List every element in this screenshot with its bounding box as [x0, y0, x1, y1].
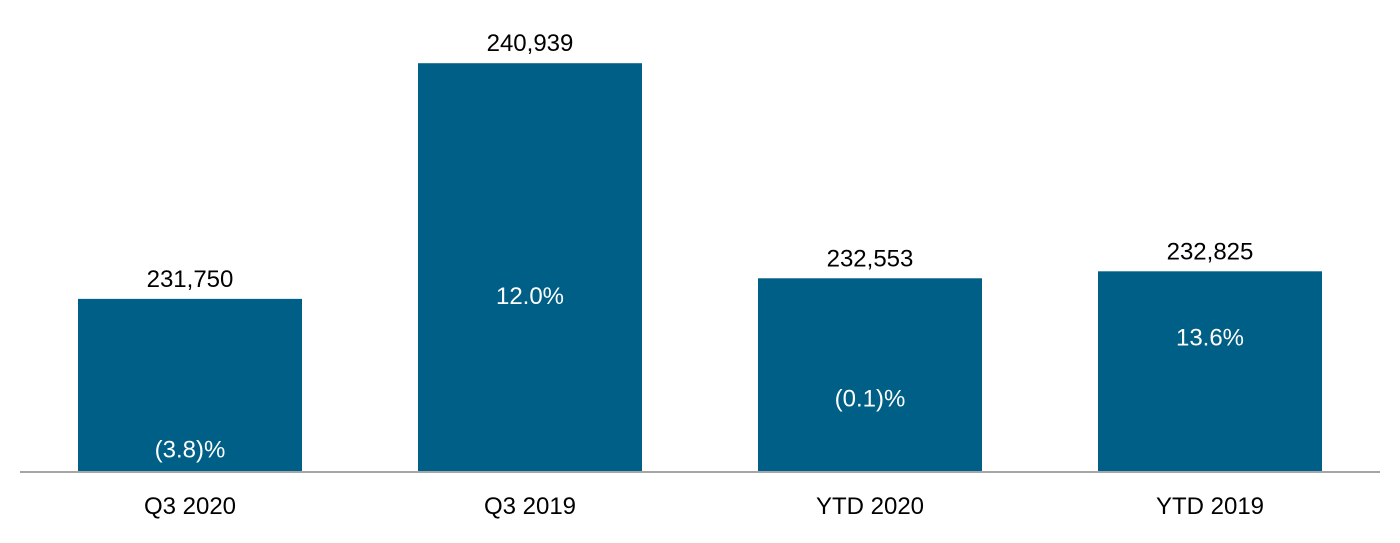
category-label-3: YTD 2019 — [1156, 493, 1264, 520]
bar-3 — [1098, 271, 1322, 472]
bar-0 — [78, 298, 302, 472]
category-label-1: Q3 2019 — [484, 493, 576, 520]
change-label-2: (0.1)% — [835, 385, 906, 412]
change-label-1: 12.0% — [496, 283, 564, 310]
change-label-3: 13.6% — [1176, 325, 1244, 352]
category-label-0: Q3 2020 — [144, 493, 236, 520]
category-label-2: YTD 2020 — [816, 493, 924, 520]
change-label-0: (3.8)% — [155, 436, 226, 463]
labels-layer: 231,750 (3.8)% Q3 2020 240,939 12.0% Q3 2019 2… — [144, 30, 1264, 520]
bar-1 — [418, 63, 642, 473]
bar-2 — [758, 278, 982, 472]
value-label-3: 232,825 — [1167, 238, 1254, 265]
value-label-1: 240,939 — [487, 30, 574, 57]
value-label-2: 232,553 — [827, 245, 914, 272]
bars-layer — [78, 63, 1322, 473]
value-label-0: 231,750 — [147, 266, 234, 293]
